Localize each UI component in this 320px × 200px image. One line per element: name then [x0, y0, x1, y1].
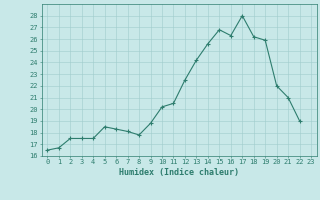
X-axis label: Humidex (Indice chaleur): Humidex (Indice chaleur) — [119, 168, 239, 177]
